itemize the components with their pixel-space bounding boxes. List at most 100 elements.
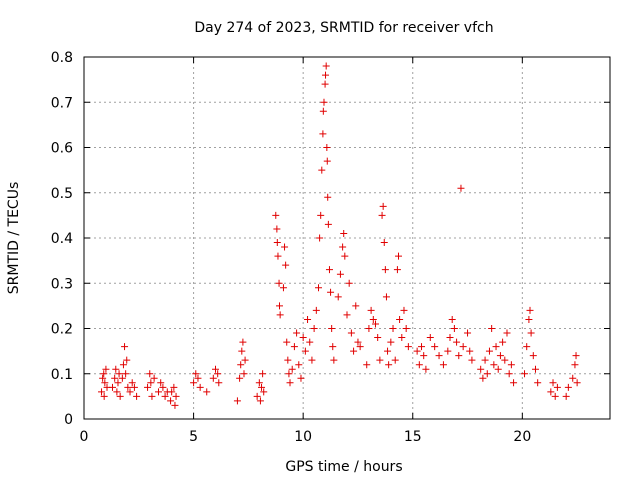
data-point [455,352,463,360]
data-point [374,334,382,342]
data-point [124,383,132,391]
data-point [290,343,298,351]
data-point [147,379,155,387]
data-point [203,388,211,396]
data-point [275,302,283,310]
data-point [404,343,412,351]
data-point [562,392,570,400]
data-point [100,392,108,400]
data-point [118,374,126,382]
data-point [323,144,331,151]
data-point [233,397,241,405]
data-point [171,401,179,409]
data-point [376,356,384,364]
data-point [523,343,531,351]
data-point [258,383,266,391]
data-point [214,370,222,378]
y-tick-label: 0.3 [51,276,73,292]
data-point [457,184,465,192]
data-point [121,343,129,351]
data-points [98,62,581,409]
data-point [161,392,169,400]
y-tick-label: 0.4 [51,231,73,247]
data-point [488,325,496,332]
data-point [343,311,351,319]
data-point [308,356,316,364]
data-point [393,266,401,274]
data-point [157,379,165,387]
data-point [114,379,122,387]
data-point [483,370,491,378]
data-point [113,388,121,396]
data-point [426,334,434,342]
data-point [273,225,281,233]
data-point [564,383,572,391]
data-point [274,252,282,260]
data-point [477,365,485,373]
data-point [547,388,555,396]
data-point [413,347,421,355]
data-point [304,315,312,323]
data-point [418,343,426,351]
data-point [329,343,337,351]
data-point [444,347,452,355]
data-point [168,388,176,396]
data-point [253,392,261,400]
data-point [459,343,467,351]
data-point [293,329,301,337]
y-tick-label: 0.5 [51,186,73,202]
data-point [236,374,244,382]
data-point [276,311,284,319]
data-point [435,352,443,360]
data-point [212,365,219,373]
data-point [553,383,561,391]
data-point [148,392,156,400]
data-point [389,325,397,332]
data-point [285,370,293,378]
data-point [573,379,581,387]
data-point [299,334,307,342]
y-tick-label: 0.2 [51,322,73,338]
x-tick-label: 15 [404,429,422,445]
data-point [453,338,461,346]
data-point [240,370,248,378]
data-point [479,374,487,382]
data-point [352,302,360,310]
data-point [571,361,579,369]
data-point [102,365,110,373]
data-point [317,211,325,219]
data-point [334,293,342,301]
data-point [150,374,158,382]
data-point [315,284,323,292]
data-point [167,397,175,405]
plot-frame [83,56,611,420]
data-point [387,338,395,346]
data-point [450,325,458,332]
data-point [324,220,332,228]
data-point [215,379,223,387]
data-point [112,365,120,373]
data-point [192,370,200,378]
data-point [116,392,124,400]
data-point [494,365,502,373]
y-tick-label: 0.8 [51,50,73,66]
data-point [146,370,154,378]
data-point [446,334,454,342]
data-point [492,343,500,351]
y-tick-label: 0.1 [51,367,73,383]
data-point [328,325,336,332]
data-point [499,338,507,346]
data-point [439,361,447,369]
y-tick-label: 0 [64,412,73,428]
data-point [510,379,518,387]
data-point [111,374,119,382]
data-point [551,392,559,400]
axis-ticks: 0 0.1 0.2 0.3 0.4 0.5 0.6 0.7 0.8 0 5 10 15 20 [51,50,610,445]
data-point [371,320,379,328]
data-point [98,388,106,396]
data-point [272,211,280,219]
data-point [330,356,338,364]
data-point [521,370,529,378]
data-point [382,293,390,301]
data-point [347,329,355,337]
